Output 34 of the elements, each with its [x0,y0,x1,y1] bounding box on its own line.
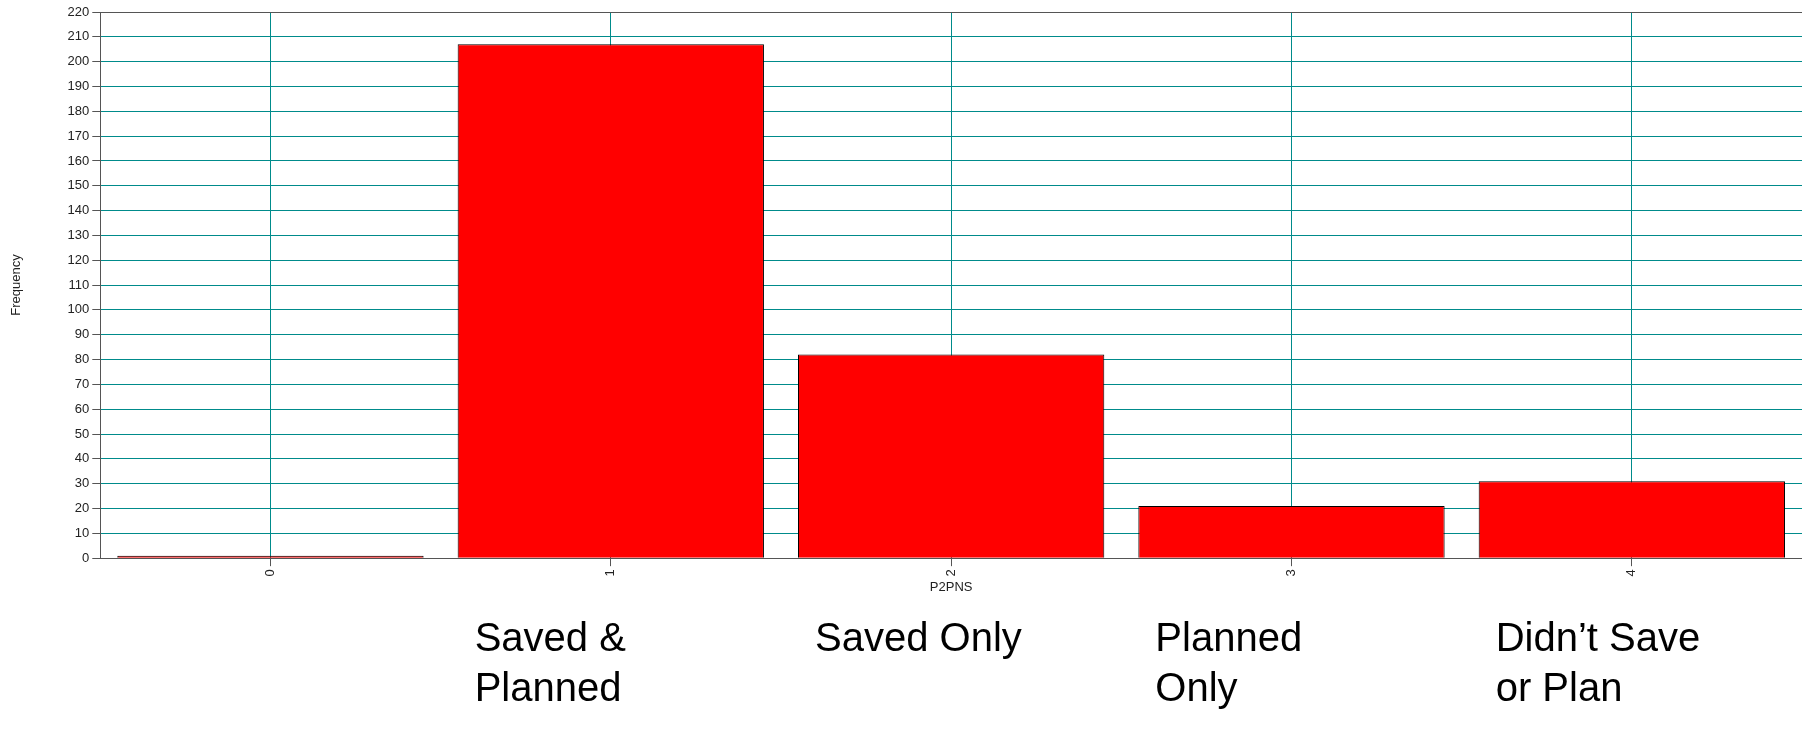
text: Planned Only [1155,614,1304,711]
y-axis-title: Frequency [8,253,24,316]
text: Saved Only [815,614,1023,661]
y-tick-label: 80 [74,351,90,367]
x-tick-label: 0 [262,569,278,577]
x-tick-label: 2 [942,569,958,577]
y-tick-label: 0 [82,549,90,565]
text: Didn’t Save or Plan [1495,614,1702,711]
y-tick-label: 110 [68,276,90,292]
y-tick-label: 220 [67,3,90,19]
y-tick-label: 160 [67,152,90,168]
y-tick-label: 130 [67,227,90,243]
y-tick-label: 170 [67,127,90,143]
y-tick-label: 10 [74,524,90,540]
text: Saved & Planned [474,614,627,711]
y-tick-label: 40 [74,450,90,466]
y-tick-label: 90 [74,326,90,342]
y-tick-label: 180 [67,102,90,118]
y-tick-label: 20 [74,500,90,516]
y-tick-label: 70 [74,375,90,391]
y-tick-label: 140 [67,202,90,218]
y-tick-label: 200 [67,53,90,69]
y-tick-label: 30 [74,475,90,491]
x-tick-label: 4 [1623,569,1639,577]
y-tick-label: 50 [74,425,90,441]
x-axis-title: P2PNS [929,578,973,594]
y-tick-label: 190 [67,78,90,94]
y-tick-label: 120 [67,251,90,267]
y-tick-label: 210 [67,28,90,44]
y-tick-label: 100 [67,301,90,317]
x-tick-label: 3 [1283,569,1299,577]
y-tick-label: 150 [67,177,90,193]
y-tick-label: 60 [74,400,90,416]
x-tick-label: 1 [602,569,618,577]
